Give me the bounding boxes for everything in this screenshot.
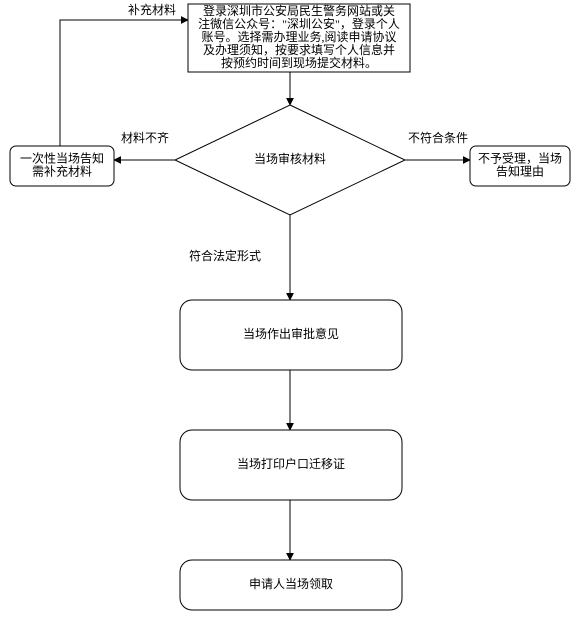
edge-e_supp_loop-label: 补充材料 [128,2,176,17]
node-print: 当场打印户口迁移证 [180,430,402,500]
node-reject-line-1: 告知理由 [496,164,544,178]
node-start-line-3: 及办理须知，按要求填写个人信息并 [203,42,395,57]
node-opinion-line-0: 当场作出审批意见 [243,326,339,341]
edge-e_review_right: 不符合条件 [405,130,470,160]
node-review: 当场审核材料 [175,105,405,215]
node-reject: 不予受理，当场告知理由 [470,146,570,186]
node-start-line-1: 注微信公众号："深圳公安"，登录个人 [198,16,400,31]
edge-e_review_left: 材料不齐 [114,130,175,160]
node-supplement-line-1: 需补充材料 [32,163,92,178]
edge-e_review_down: 符合法定形式 [189,215,290,300]
node-supplement: 一次性当场告知需补充材料 [10,146,114,186]
edge-e_supp_loop: 补充材料 [60,2,188,146]
node-start: 登录深圳市公安局民生警务网站或关注微信公众号："深圳公安"，登录个人账号。选择需… [188,3,410,72]
edge-e_review_down-label: 符合法定形式 [189,248,261,263]
node-receive: 申请人当场领取 [180,560,402,610]
edge-e_review_left-label: 材料不齐 [121,130,169,145]
node-reject-line-0: 不予受理，当场 [478,151,562,165]
node-start-line-4: 按预约时间到现场提交材料。 [221,55,377,70]
node-start-line-0: 登录深圳市公安局民生警务网站或关 [203,3,395,18]
edge-e_review_right-label: 不符合条件 [408,130,468,145]
node-start-line-2: 账号。选择需办理业务,阅读申请协议 [201,29,396,44]
node-receive-line-0: 申请人当场领取 [249,577,333,591]
node-opinion: 当场作出审批意见 [180,300,402,370]
node-supplement-line-0: 一次性当场告知 [20,151,104,165]
node-review-line-0: 当场审核材料 [254,151,326,166]
node-print-line-0: 当场打印户口迁移证 [237,456,345,471]
